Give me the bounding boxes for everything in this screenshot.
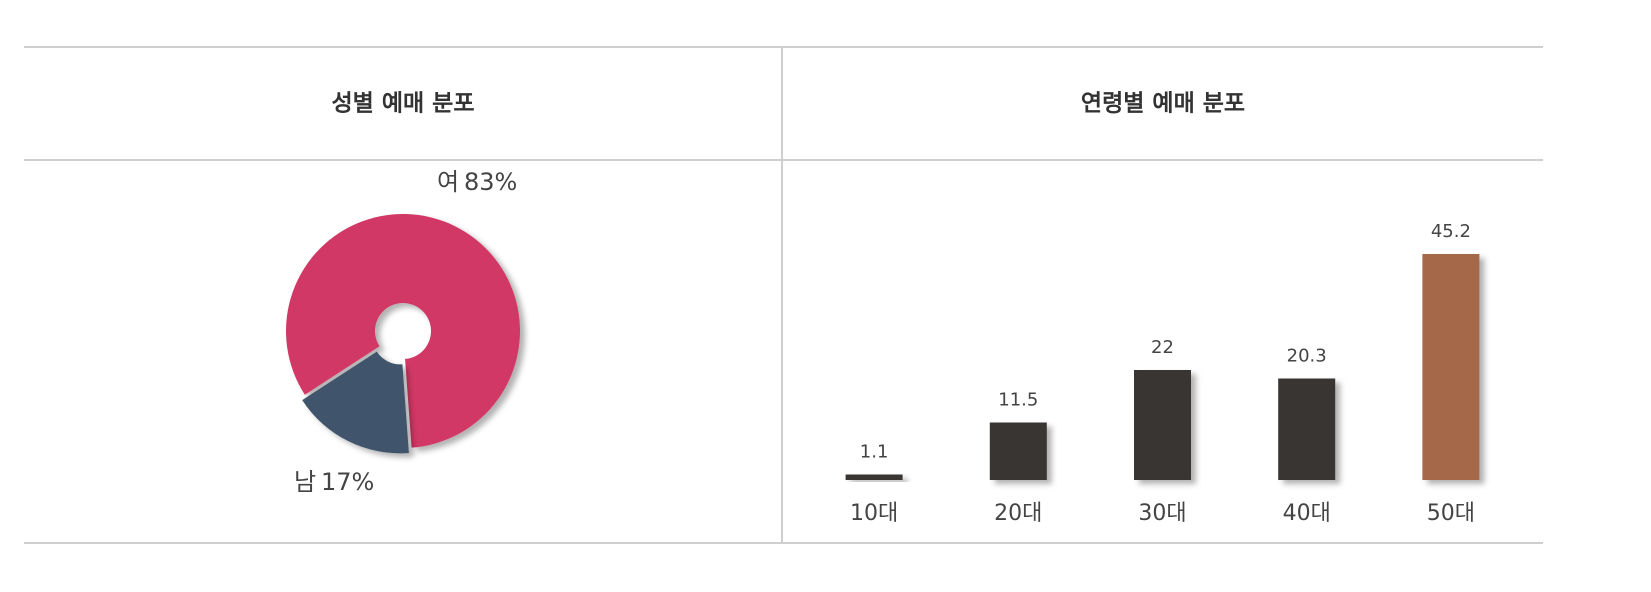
bar bbox=[1134, 370, 1191, 480]
value-label: 1.1 bbox=[860, 442, 889, 463]
slice-label: 남 bbox=[294, 468, 316, 496]
chart-title: 성별 예매 분포 bbox=[332, 91, 475, 117]
value-label: 11.5 bbox=[998, 390, 1038, 411]
x-tick-label: 30대 bbox=[1138, 501, 1186, 526]
bar bbox=[1278, 378, 1336, 480]
value-label: 22 bbox=[1151, 337, 1174, 358]
x-tick-label: 20대 bbox=[994, 501, 1042, 526]
bar bbox=[989, 422, 1047, 480]
pie-slice bbox=[302, 351, 409, 454]
bar bbox=[845, 474, 903, 480]
slice-value-label: 17% bbox=[321, 468, 374, 496]
x-tick-label: 10대 bbox=[850, 501, 898, 526]
value-label: 45.2 bbox=[1431, 221, 1471, 242]
pie-slice bbox=[286, 214, 521, 448]
value-label: 20.3 bbox=[1287, 346, 1327, 367]
bar bbox=[1422, 254, 1480, 480]
slice-value-label: 83% bbox=[464, 168, 517, 196]
x-tick-label: 40대 bbox=[1283, 501, 1331, 526]
slice-label: 여 bbox=[437, 168, 459, 196]
chart-title: 연령별 예매 분포 bbox=[1081, 91, 1245, 117]
x-tick-label: 50대 bbox=[1427, 501, 1475, 526]
